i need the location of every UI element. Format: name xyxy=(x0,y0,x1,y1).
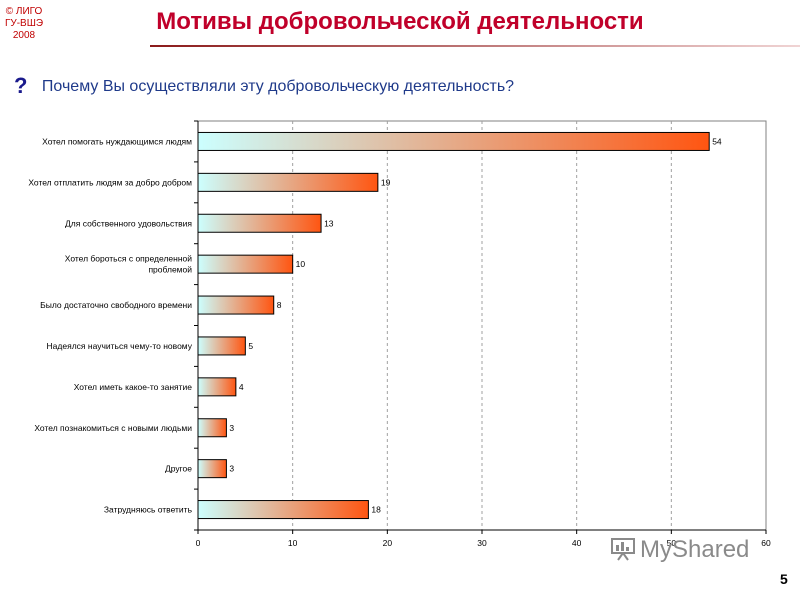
category-label: Хотел иметь какое-то занятие xyxy=(74,382,193,392)
bar xyxy=(197,131,710,151)
x-tick-label: 40 xyxy=(572,538,582,548)
category-label: Другое xyxy=(165,464,192,474)
question-text: Почему Вы осуществляли эту добровольческ… xyxy=(41,78,515,95)
bar xyxy=(197,336,246,356)
x-tick-label: 50 xyxy=(667,538,677,548)
category-label: Хотел помогать нуждающимся людям xyxy=(42,136,192,146)
bar xyxy=(197,213,322,233)
data-label: 10 xyxy=(296,259,306,269)
category-label: Хотел познакомиться с новыми людьми xyxy=(34,423,192,433)
page-number: 5 xyxy=(780,571,788,587)
x-tick-label: 10 xyxy=(288,538,298,548)
data-label: 13 xyxy=(324,218,334,228)
bar xyxy=(197,295,275,315)
copyright-notice: © ЛИГО ГУ-ВШЭ 2008 xyxy=(4,6,44,42)
data-label: 19 xyxy=(381,177,391,187)
survey-question: ? Почему Вы осуществляли эту добровольче… xyxy=(14,73,514,99)
presentation-board-icon xyxy=(611,538,635,561)
watermark: MyShared xyxy=(610,536,749,564)
bar xyxy=(197,500,369,520)
data-label: 18 xyxy=(371,505,381,515)
bar xyxy=(197,172,379,192)
copyright-line-3: 2008 xyxy=(12,30,36,41)
data-label: 54 xyxy=(712,136,722,146)
copyright-line-2: ГУ-ВШЭ xyxy=(4,18,44,29)
category-label: Для собственного удовольствия xyxy=(65,218,192,228)
category-label: Было достаточно свободного времени xyxy=(40,300,192,310)
copyright-line-1: © ЛИГО xyxy=(5,6,43,17)
data-label: 3 xyxy=(229,423,234,433)
x-tick-label: 20 xyxy=(383,538,393,548)
data-label: 8 xyxy=(277,300,282,310)
x-tick-label: 0 xyxy=(196,538,201,548)
category-label: Хотел отплатить людям за добро добром xyxy=(28,177,192,187)
question-mark-icon: ? xyxy=(14,73,28,98)
title-underline xyxy=(150,45,800,47)
bar xyxy=(197,377,237,397)
category-label: Хотел бороться с определенной проблемой xyxy=(65,254,192,275)
x-tick-label: 30 xyxy=(477,538,487,548)
category-label: Надеялся научиться чему-то новому xyxy=(47,341,193,351)
data-label: 3 xyxy=(229,464,234,474)
category-label: Затрудняюсь ответить xyxy=(104,505,193,515)
data-label: 4 xyxy=(239,382,244,392)
data-label: 5 xyxy=(248,341,253,351)
watermark-text: MyShared xyxy=(640,536,750,563)
page-title: Мотивы добровольческой деятельности xyxy=(156,8,644,35)
bar xyxy=(197,418,227,438)
bar xyxy=(197,459,227,479)
x-tick-label: 60 xyxy=(761,538,771,548)
bar xyxy=(197,254,294,274)
